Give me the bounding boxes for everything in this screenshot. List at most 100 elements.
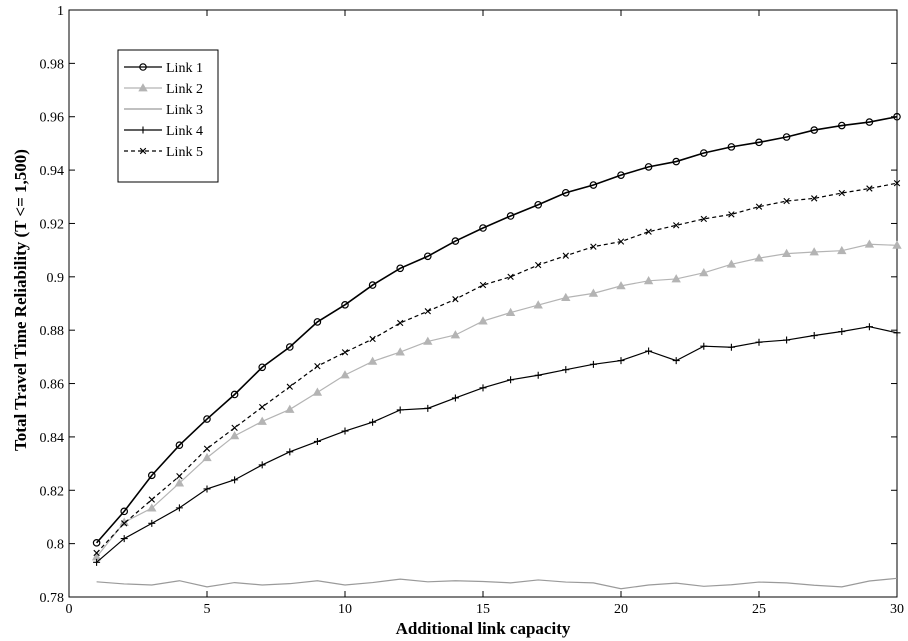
data-point-link-1	[617, 171, 625, 179]
data-point-link-2	[340, 370, 350, 379]
data-point-link-4	[451, 394, 459, 402]
data-point-link-1	[285, 343, 294, 351]
data-point-link-5	[893, 179, 901, 187]
legend-entry-link-3: Link 3	[124, 103, 203, 118]
x-tick-label: 25	[752, 602, 766, 617]
data-point-link-4	[617, 357, 625, 365]
data-point-link-5	[866, 185, 873, 192]
data-point-link-5	[728, 211, 735, 218]
legend-label-link-1: Link 1	[166, 61, 203, 76]
series-link-2	[91, 239, 902, 561]
data-point-link-5	[397, 319, 404, 327]
data-point-link-4	[893, 329, 901, 337]
data-point-link-2	[257, 416, 267, 425]
x-tick-label: 10	[338, 602, 352, 617]
data-point-link-5	[700, 215, 707, 223]
data-point-link-1	[203, 415, 211, 423]
data-point-link-1	[506, 212, 515, 220]
legend-marker-link-1	[139, 63, 147, 71]
y-tick-label: 0.86	[40, 378, 65, 393]
data-point-link-1	[755, 138, 763, 147]
y-tick-label: 0.8	[47, 538, 65, 553]
legend-entry-link-5: Link 5	[124, 145, 203, 160]
data-point-link-2	[533, 300, 543, 309]
legend-label-link-4: Link 4	[166, 124, 203, 139]
legend-marker-link-2	[138, 83, 148, 92]
data-point-link-4	[865, 323, 873, 331]
data-point-link-5	[838, 189, 845, 197]
legend-entry-link-4: Link 4	[124, 124, 203, 139]
data-point-link-5	[93, 549, 100, 557]
data-point-link-2	[781, 248, 792, 258]
data-point-link-4	[148, 519, 156, 527]
data-point-link-2	[837, 245, 847, 255]
data-point-link-4	[755, 338, 763, 346]
legend-entry-link-1: Link 1	[124, 61, 203, 76]
data-point-link-5	[535, 261, 542, 269]
data-point-link-5	[783, 197, 790, 205]
data-point-link-1	[589, 181, 598, 189]
data-point-link-4	[838, 328, 846, 336]
data-point-link-2	[616, 281, 626, 290]
data-point-link-2	[561, 292, 571, 302]
series-line-link-4	[96, 326, 898, 563]
data-point-link-2	[423, 336, 433, 345]
data-point-link-2	[671, 274, 681, 283]
data-point-link-1	[230, 390, 239, 399]
data-point-link-1	[341, 301, 349, 309]
data-point-link-5	[479, 281, 487, 289]
series-link-3	[96, 577, 898, 590]
legend-label-link-5: Link 5	[166, 145, 203, 160]
data-point-link-1	[396, 264, 405, 273]
data-point-link-2	[312, 387, 323, 396]
data-point-link-2	[450, 330, 461, 339]
data-point-link-4	[231, 476, 239, 484]
legend-entry-link-2: Link 2	[124, 82, 203, 97]
y-tick-label: 0.92	[40, 217, 65, 232]
data-point-link-1	[699, 149, 708, 157]
data-point-link-4	[507, 376, 515, 384]
data-point-link-4	[534, 371, 542, 379]
legend-marker-link-5	[139, 147, 147, 155]
data-point-link-4	[120, 535, 128, 543]
data-point-link-2	[478, 316, 488, 325]
data-point-link-2	[367, 356, 378, 365]
data-point-link-5	[673, 222, 680, 229]
data-point-link-1	[479, 224, 487, 232]
legend: Link 1 Link 2 Link 3 Link 4 Link 5	[117, 49, 219, 183]
y-tick-label: 0.9	[47, 271, 65, 286]
data-point-link-1	[672, 157, 681, 166]
data-point-link-5	[286, 383, 293, 390]
y-tick-label: 1	[57, 4, 64, 19]
x-tick-label: 15	[476, 602, 490, 617]
axes: 0 5 10 15 20 25 30 0.78 0.8 0.82 0.84 0.86 0.88 0.9 0.…	[40, 4, 905, 617]
data-point-link-2	[119, 517, 129, 526]
data-point-link-1	[837, 121, 846, 130]
data-point-link-5	[314, 363, 321, 370]
data-point-link-2	[754, 253, 764, 262]
series-link-1	[92, 112, 901, 547]
data-point-link-4	[424, 404, 432, 412]
data-point-link-2	[864, 239, 875, 248]
legend-marker-link-4	[139, 126, 147, 134]
x-tick-label: 30	[890, 602, 904, 617]
data-point-link-1	[313, 318, 322, 326]
data-point-link-5	[176, 472, 183, 480]
data-point-link-5	[562, 252, 569, 259]
data-point-link-5	[811, 195, 818, 202]
data-point-link-4	[645, 347, 653, 355]
series-layer	[91, 112, 902, 590]
data-point-link-1	[810, 126, 819, 134]
data-point-link-5	[755, 203, 763, 210]
data-point-link-4	[479, 384, 487, 392]
data-point-link-4	[562, 366, 570, 374]
legend-label-link-3: Link 3	[166, 103, 203, 118]
data-point-link-1	[175, 441, 184, 449]
data-point-link-5	[507, 273, 514, 281]
data-point-link-2	[809, 247, 819, 256]
data-point-link-1	[727, 143, 736, 151]
data-point-link-2	[588, 288, 599, 297]
series-link-4	[93, 323, 901, 566]
data-point-link-1	[258, 363, 267, 372]
data-point-link-1	[644, 163, 653, 171]
